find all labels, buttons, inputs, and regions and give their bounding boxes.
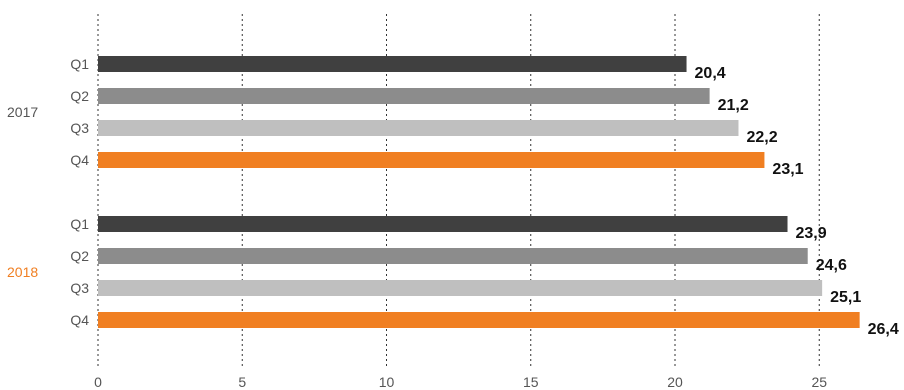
category-label-2018-q2: Q2 xyxy=(70,248,89,264)
data-label-2018-q1: 23,9 xyxy=(796,225,827,242)
category-label-2017-q2: Q2 xyxy=(70,88,89,104)
bar-2017-q4 xyxy=(98,152,765,168)
x-tick-label-15: 15 xyxy=(523,374,539,390)
data-label-2017-q2: 21,2 xyxy=(718,97,749,114)
data-label-2018-q2: 24,6 xyxy=(816,257,847,274)
x-axis-ticks: 0 5 10 15 20 25 xyxy=(94,374,827,390)
data-label-2017-q4: 23,1 xyxy=(772,161,803,178)
group-label-2018: 2018 xyxy=(7,264,38,280)
x-tick-label-25: 25 xyxy=(811,374,827,390)
bar-2017-q1 xyxy=(98,56,687,72)
data-label-2018-q4: 26,4 xyxy=(868,321,899,338)
category-label-2017-q1: Q1 xyxy=(70,56,89,72)
category-label-2017-q4: Q4 xyxy=(70,152,89,168)
x-tick-label-10: 10 xyxy=(379,374,395,390)
category-label-2018-q1: Q1 xyxy=(70,216,89,232)
group-label-2017: 2017 xyxy=(7,104,38,120)
category-label-2018-q3: Q3 xyxy=(70,280,89,296)
bar-2017-q3 xyxy=(98,120,739,136)
x-tick-label-0: 0 xyxy=(94,374,102,390)
data-label-2017-q3: 22,2 xyxy=(746,129,777,146)
data-label-2017-q1: 20,4 xyxy=(695,65,726,82)
x-tick-label-20: 20 xyxy=(667,374,683,390)
bar-2018-q1 xyxy=(98,216,788,232)
data-label-2018-q3: 25,1 xyxy=(830,289,861,306)
bar-2017-q2 xyxy=(98,88,710,104)
labels: Q1 20,4 Q2 21,2 Q3 22,2 Q4 23,1 2017 Q1 23,9 Q2 24,6… xyxy=(7,56,899,338)
x-tick-label-5: 5 xyxy=(238,374,246,390)
category-label-2018-q4: Q4 xyxy=(70,312,89,328)
bar-2018-q2 xyxy=(98,248,808,264)
bar-2018-q3 xyxy=(98,280,823,296)
bars xyxy=(98,56,860,328)
grid-lines xyxy=(97,14,820,366)
bar-2018-q4 xyxy=(98,312,860,328)
category-label-2017-q3: Q3 xyxy=(70,120,89,136)
